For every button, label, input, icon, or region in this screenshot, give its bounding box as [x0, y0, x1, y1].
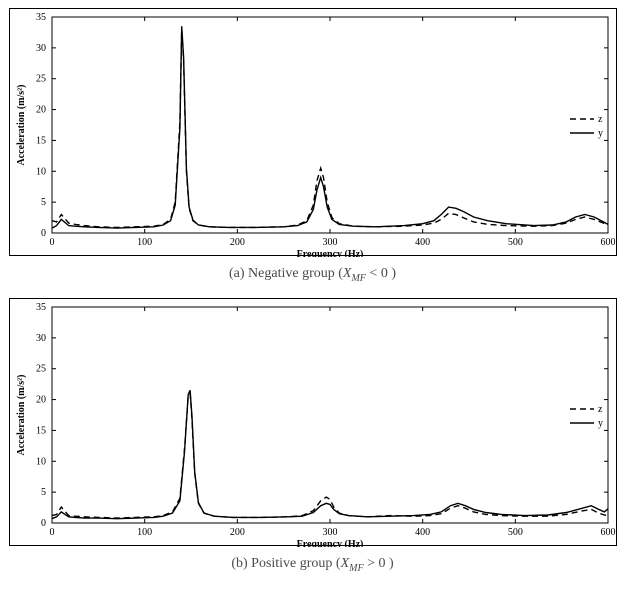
svg-text:25: 25	[36, 74, 46, 85]
caption-b-suffix: > 0 )	[364, 556, 394, 571]
svg-text:z: z	[598, 114, 603, 125]
svg-text:Frequency (Hz): Frequency (Hz)	[296, 539, 363, 547]
svg-text:30: 30	[36, 43, 46, 54]
svg-text:600: 600	[600, 527, 615, 538]
svg-text:20: 20	[36, 105, 46, 116]
svg-text:0: 0	[49, 527, 54, 538]
svg-text:35: 35	[36, 12, 46, 23]
svg-text:100: 100	[137, 237, 152, 248]
svg-text:y: y	[598, 418, 603, 429]
svg-text:35: 35	[36, 302, 46, 313]
svg-text:Acceleration (m/s²): Acceleration (m/s²)	[16, 84, 27, 165]
svg-text:5: 5	[41, 197, 46, 208]
svg-text:10: 10	[36, 456, 46, 467]
caption-a-suffix: < 0 )	[366, 266, 396, 281]
svg-text:15: 15	[36, 135, 46, 146]
caption-a-sub: MF	[351, 273, 365, 284]
svg-text:z: z	[598, 404, 603, 415]
svg-text:Frequency (Hz): Frequency (Hz)	[296, 249, 363, 257]
chart-b: 0 5 10 15 20 25 30 35 0 100 200 300 400 500 600 Frequen…	[9, 298, 617, 546]
svg-text:300: 300	[322, 527, 337, 538]
svg-text:300: 300	[322, 237, 337, 248]
chart-a-block: 0 5 10 15 20 25 30 35 0 100 200 300 400 500 600 Frequen…	[8, 8, 617, 284]
svg-text:500: 500	[507, 527, 522, 538]
svg-text:200: 200	[229, 237, 244, 248]
svg-text:600: 600	[600, 237, 615, 248]
caption-b-sub: MF	[349, 563, 363, 574]
svg-text:400: 400	[415, 527, 430, 538]
caption-b-prefix: (b) Positive group (	[231, 556, 340, 571]
svg-text:500: 500	[507, 237, 522, 248]
svg-text:15: 15	[36, 425, 46, 436]
svg-text:25: 25	[36, 364, 46, 375]
chart-b-svg: 0 5 10 15 20 25 30 35 0 100 200 300 400 500 600 Frequen…	[10, 299, 618, 547]
svg-text:0: 0	[49, 237, 54, 248]
svg-text:20: 20	[36, 394, 46, 405]
caption-b-var: X	[341, 556, 350, 571]
svg-text:5: 5	[41, 487, 46, 498]
svg-text:10: 10	[36, 166, 46, 177]
svg-text:0: 0	[41, 518, 46, 529]
chart-a-svg: 0 5 10 15 20 25 30 35 0 100 200 300 400 500 600 Frequen…	[10, 9, 618, 257]
svg-text:400: 400	[415, 237, 430, 248]
caption-b: (b) Positive group (XMF > 0 )	[8, 556, 617, 574]
svg-text:30: 30	[36, 333, 46, 344]
svg-text:y: y	[598, 128, 603, 139]
chart-a: 0 5 10 15 20 25 30 35 0 100 200 300 400 500 600 Frequen…	[9, 8, 617, 256]
caption-a: (a) Negative group (XMF < 0 )	[8, 266, 617, 284]
chart-b-block: 0 5 10 15 20 25 30 35 0 100 200 300 400 500 600 Frequen…	[8, 298, 617, 574]
svg-text:100: 100	[137, 527, 152, 538]
svg-text:200: 200	[229, 527, 244, 538]
svg-text:Acceleration (m/s²): Acceleration (m/s²)	[16, 374, 27, 455]
caption-a-prefix: (a) Negative group (	[229, 266, 343, 281]
svg-text:0: 0	[41, 228, 46, 239]
